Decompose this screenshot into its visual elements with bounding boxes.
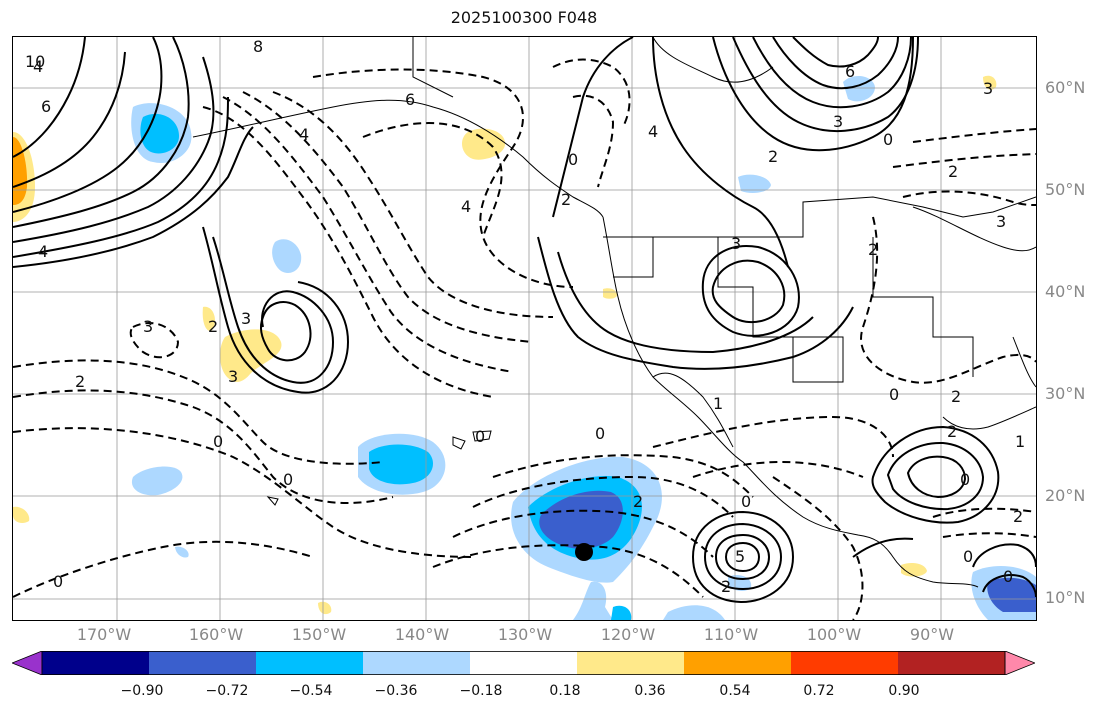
contour-label: 8 (253, 37, 263, 56)
storm-center-marker (575, 543, 593, 561)
contour-label: 3 (143, 317, 153, 336)
contour-label: 2 (721, 577, 731, 596)
contour-label: 4 (648, 122, 658, 141)
shaded-anomalies (13, 75, 1036, 620)
lat-label: 10°N (1045, 588, 1086, 607)
colorbar (12, 651, 1035, 675)
lon-label: 140°W (394, 625, 450, 644)
contour-label: 2 (561, 190, 571, 209)
contour-label: 2 (951, 387, 961, 406)
contour-label: 1 (1015, 432, 1025, 451)
contour-label: 0 (960, 470, 970, 489)
map-title: 2025100300 F048 (450, 8, 598, 27)
colorbar-tick-label: 0.18 (549, 683, 581, 699)
colorbar-segment (363, 651, 471, 675)
colorbar-tick-label: 0.54 (719, 683, 751, 699)
lat-label: 60°N (1045, 78, 1086, 97)
colorbar-tick-label: −0.18 (459, 683, 503, 699)
contour-label: 10 (25, 52, 45, 71)
negative-contours (13, 58, 1036, 620)
colorbar-tick-label: −0.36 (374, 683, 418, 699)
contour-label: 4 (299, 125, 309, 144)
contour-label: 0 (889, 385, 899, 404)
colorbar-segment (256, 651, 364, 675)
contour-label: 0 (595, 424, 605, 443)
colorbar-segment (470, 651, 578, 675)
lat-label: 20°N (1045, 486, 1086, 505)
contour-label: 2 (948, 162, 958, 181)
lon-label: 150°W (291, 625, 347, 644)
contour-label: 0 (213, 432, 223, 451)
contour-label: 6 (405, 90, 415, 109)
contour-label: 4 (461, 197, 471, 216)
colorbar-segment (577, 651, 685, 675)
colorbar-tick-label: 0.36 (634, 683, 666, 699)
lon-label: 130°W (497, 625, 553, 644)
contour-label: 3 (241, 309, 251, 328)
contour-label: 3 (731, 234, 741, 253)
colorbar-segment (42, 651, 150, 675)
contour-label: 0 (741, 492, 751, 511)
coastlines (192, 37, 1036, 588)
colorbar-extend-high (1004, 651, 1035, 675)
contour-label: 2 (1013, 507, 1023, 526)
colorbar-tick-label: −0.90 (120, 683, 164, 699)
colorbar-tick-label: −0.54 (289, 683, 333, 699)
contour-label: 4 (38, 242, 48, 261)
contour-label: 0 (475, 427, 485, 446)
lat-label: 40°N (1045, 282, 1086, 301)
contour-label: 0 (883, 130, 893, 149)
contour-label: 2 (768, 147, 778, 166)
lon-label: 100°W (806, 625, 862, 644)
contour-label: 0 (53, 572, 63, 591)
map-panel: 4 8 10 6 6 2 4 4 3 2 3 0 0 2 0 0 2 3 4 2… (12, 36, 1037, 621)
lat-label: 30°N (1045, 384, 1086, 403)
colorbar-segment (149, 651, 257, 675)
contour-label: 6 (41, 97, 51, 116)
contour-label: 4 (33, 57, 43, 76)
colorbar-segment (791, 651, 899, 675)
colorbar-extend-low (12, 651, 43, 675)
lon-label: 110°W (703, 625, 759, 644)
contour-label: 6 (845, 62, 855, 81)
contour-label: 1 (713, 394, 723, 413)
contour-label: 0 (1003, 567, 1013, 586)
contour-label: 3 (996, 212, 1006, 231)
contour-label: 2 (633, 492, 643, 511)
contour-label: 0 (283, 470, 293, 489)
colorbar-segment (898, 651, 1006, 675)
contour-labels: 4 8 10 6 6 2 4 4 3 2 3 0 0 2 0 0 2 3 4 2… (25, 37, 1025, 596)
colorbar-segment (684, 651, 792, 675)
contour-label: 0 (963, 547, 973, 566)
lat-label: 50°N (1045, 180, 1086, 199)
lon-label: 160°W (188, 625, 244, 644)
contour-label: 2 (947, 422, 957, 441)
contour-label: 5 (735, 547, 745, 566)
colorbar-frame (41, 651, 1006, 675)
contour-label: 2 (868, 240, 878, 259)
contour-label: 2 (208, 317, 218, 336)
colorbar-tick-label: −0.72 (205, 683, 249, 699)
contour-label: 2 (75, 372, 85, 391)
contour-label: 3 (833, 112, 843, 131)
lon-label: 120°W (600, 625, 656, 644)
contour-label: 3 (228, 367, 238, 386)
lon-label: 170°W (76, 625, 132, 644)
graticule (13, 37, 1036, 620)
colorbar-tick-label: 0.90 (888, 683, 920, 699)
map-svg: 4 8 10 6 6 2 4 4 3 2 3 0 0 2 0 0 2 3 4 2… (13, 37, 1036, 620)
positive-contours (13, 37, 1036, 604)
contour-label: 0 (568, 150, 578, 169)
contour-label: 3 (983, 79, 993, 98)
colorbar-tick-label: 0.72 (803, 683, 835, 699)
lon-label: 90°W (909, 625, 955, 644)
